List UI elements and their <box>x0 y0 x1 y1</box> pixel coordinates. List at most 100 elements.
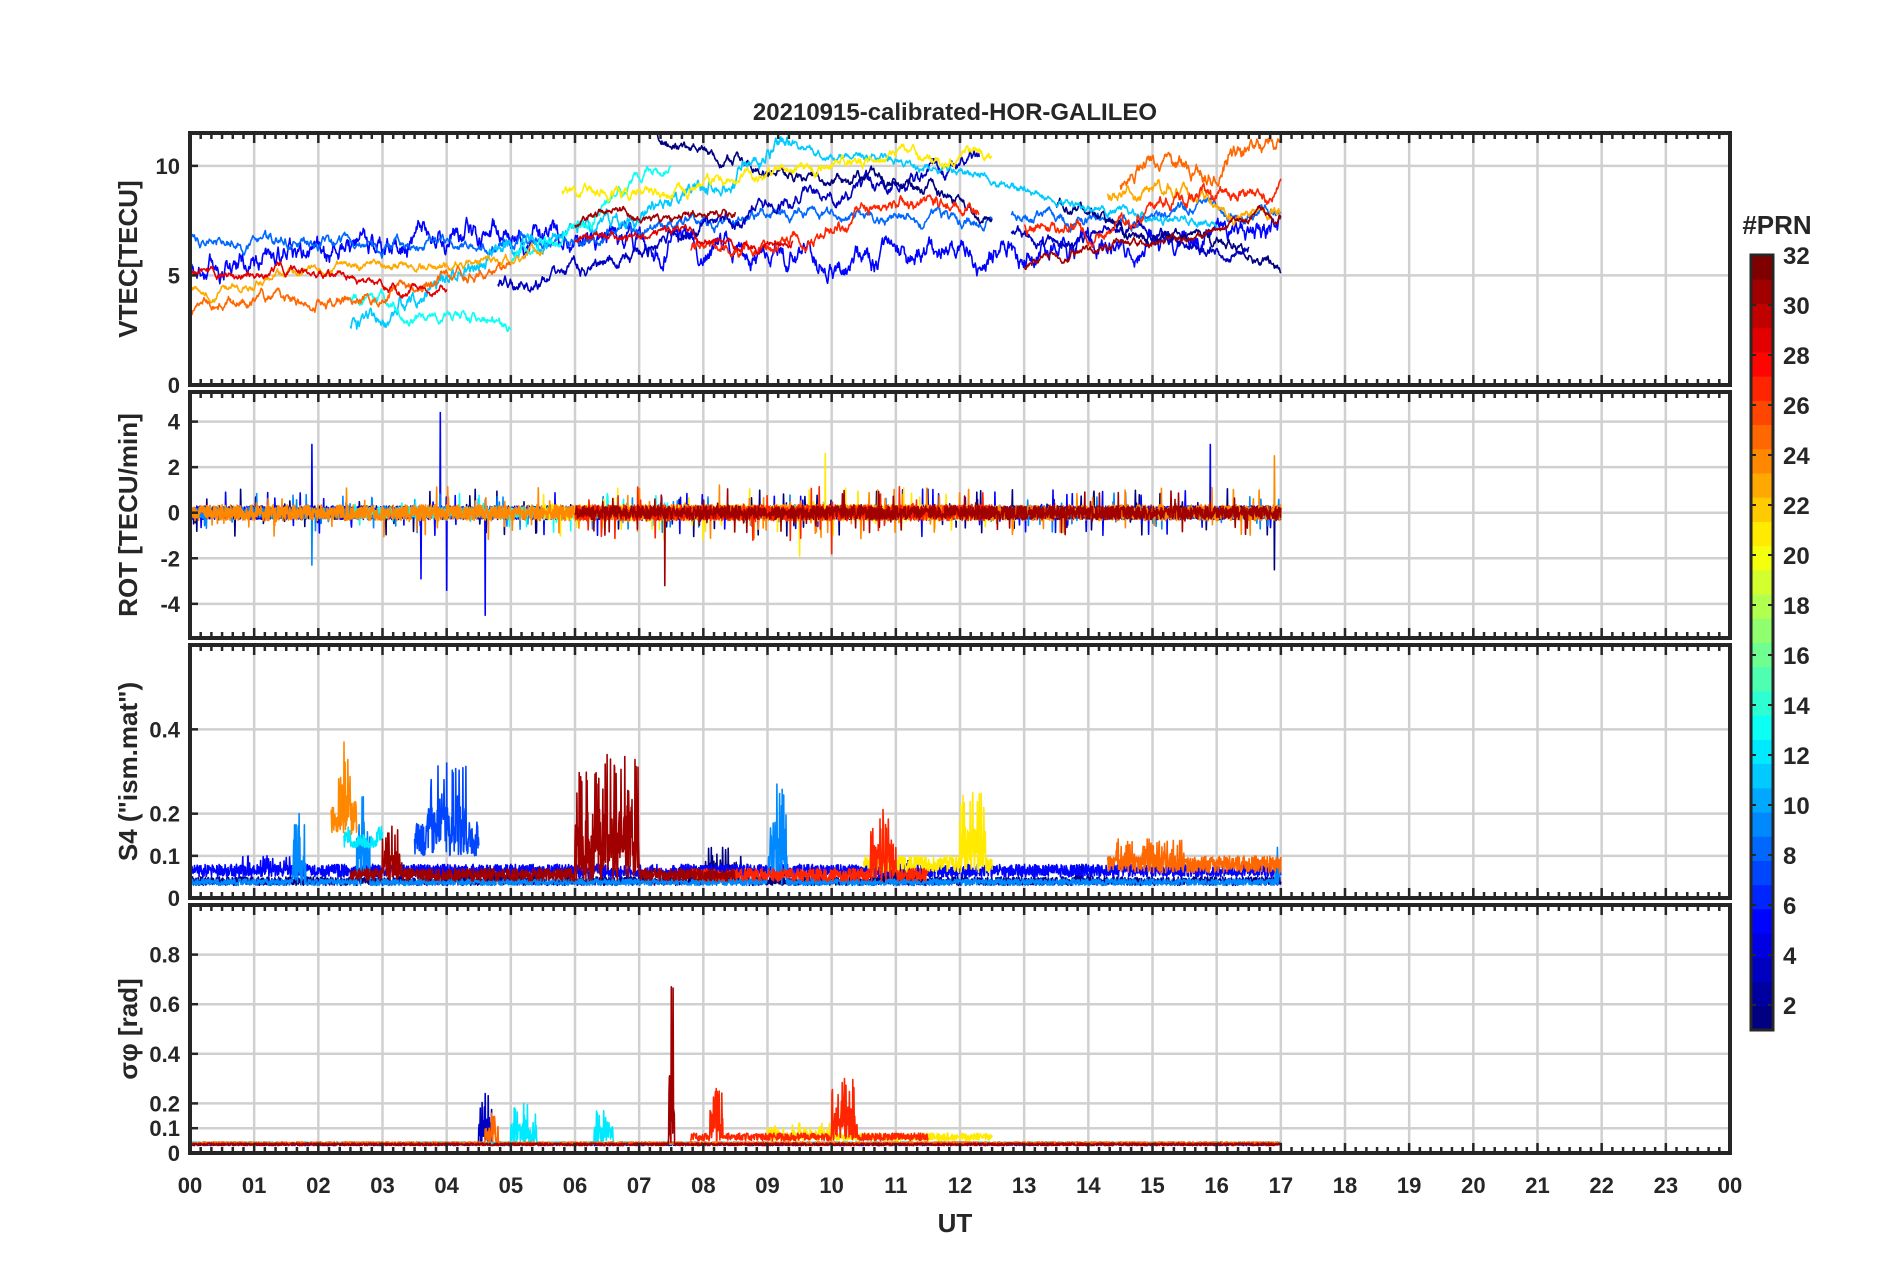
series-line-prn-12 <box>343 825 384 849</box>
colorbar-band <box>1751 812 1773 837</box>
y-tick-label: 2 <box>168 455 180 480</box>
y-tick-label: 0 <box>168 1141 180 1166</box>
colorbar-tick-label: 18 <box>1783 593 1810 620</box>
x-ticks <box>188 645 1732 898</box>
series-line-prn-31 <box>574 488 1282 587</box>
x-tick-label: 16 <box>1204 1173 1228 1198</box>
series-group <box>190 985 1282 1147</box>
x-tick-label: 10 <box>819 1173 843 1198</box>
y-tick-label: 0.4 <box>149 1042 180 1067</box>
colorbar-band <box>1751 400 1773 426</box>
grid <box>190 905 1730 1153</box>
colorbar-band <box>1751 594 1773 619</box>
y-tick-label: 0.1 <box>149 1116 180 1141</box>
x-tick-label: 07 <box>627 1173 651 1198</box>
x-ticks <box>188 392 1732 638</box>
series-line-prn-25 <box>1106 838 1282 874</box>
x-tick-label: 08 <box>691 1173 715 1198</box>
x-tick-label: 15 <box>1140 1173 1164 1198</box>
colorbar-band <box>1751 521 1773 547</box>
x-tick-label: 09 <box>755 1173 779 1198</box>
y-axis-label: VTEC[TECU] <box>113 180 143 337</box>
colorbar-band <box>1751 255 1773 280</box>
x-tick-label: 21 <box>1525 1173 1549 1198</box>
x-tick-label: 12 <box>948 1173 972 1198</box>
colorbar-tick-label: 12 <box>1783 743 1810 770</box>
series-line-prn-13 <box>510 165 672 264</box>
series-line-prn-25 <box>1119 134 1282 190</box>
series-line-prn-29 <box>574 223 794 255</box>
series-line-prn-8 <box>1010 197 1282 233</box>
colorbar-band <box>1751 303 1773 329</box>
colorbar-band <box>1751 690 1773 716</box>
colorbar-band <box>1751 618 1773 643</box>
y-tick-label: 0 <box>168 501 180 526</box>
x-tick-label: 19 <box>1397 1173 1421 1198</box>
x-tick-label: 00 <box>178 1173 202 1198</box>
y-tick-label: -2 <box>160 546 180 571</box>
x-ticks <box>188 905 1732 1153</box>
y-tick-label: 0.4 <box>149 717 180 742</box>
colorbar-band <box>1751 908 1773 934</box>
x-ticks <box>188 133 1732 385</box>
colorbar-band <box>1751 957 1773 983</box>
colorbar-tick-label: 24 <box>1783 443 1810 470</box>
colorbar-band <box>1751 933 1773 958</box>
colorbar-frame <box>1749 253 1775 1032</box>
y-axis-label: S4 ("ism.mat") <box>113 682 143 861</box>
y-tick-label: 10 <box>156 154 180 179</box>
x-tick-label: 22 <box>1589 1173 1613 1198</box>
y-tick-label: 0.2 <box>149 802 180 827</box>
x-tick-label: 06 <box>563 1173 587 1198</box>
chart-title: 20210915-calibrated-HOR-GALILEO <box>753 99 1157 126</box>
colorbar-band <box>1751 569 1773 595</box>
y-axis-label: ROT [TECU/min] <box>113 413 143 617</box>
y-tick-label: 0.8 <box>149 943 180 968</box>
series-line-prn-24 <box>330 741 358 836</box>
series-line-prn-1 <box>1055 197 1282 274</box>
y-tick-label: 5 <box>168 263 180 288</box>
x-tick-label: 02 <box>306 1173 330 1198</box>
series-line-prn-8 <box>190 205 993 259</box>
series-line-prn-21 <box>561 143 993 203</box>
series-line-prn-31 <box>349 753 737 882</box>
series-line-prn-3 <box>497 150 981 293</box>
colorbar-band <box>1751 376 1773 401</box>
series-line-prn-5 <box>190 854 1282 878</box>
x-tick-label: 23 <box>1654 1173 1678 1198</box>
colorbar-tick-label: 16 <box>1783 643 1810 670</box>
colorbar-band <box>1751 472 1773 498</box>
y-axis-label: σφ [rad] <box>113 978 143 1079</box>
colorbar-band <box>1751 884 1773 910</box>
x-tick-label: 18 <box>1333 1173 1357 1198</box>
x-tick-label: 14 <box>1076 1173 1101 1198</box>
y-tick-label: 0.6 <box>149 992 180 1017</box>
colorbar-tick-label: 26 <box>1783 393 1810 420</box>
x-tick-label: 20 <box>1461 1173 1485 1198</box>
x-tick-label: 04 <box>434 1173 459 1198</box>
panel-2: -4 -2 0 2 4 ROT [TECU/min] <box>113 390 1732 640</box>
y-tick-label: -4 <box>160 592 180 617</box>
colorbar-band <box>1751 860 1773 886</box>
colorbar-tick-label: 20 <box>1783 543 1810 570</box>
x-tick-label: 11 <box>884 1173 907 1198</box>
y-tick-label: 4 <box>168 410 181 435</box>
colorbar-tick-label: 30 <box>1783 293 1810 320</box>
series-line-prn-27 <box>689 1077 929 1142</box>
series-group <box>190 741 1282 887</box>
colorbar-band <box>1751 666 1773 692</box>
series-line-prn-25 <box>190 261 512 316</box>
colorbar-band <box>1751 787 1773 813</box>
colorbar-band <box>1751 424 1773 450</box>
panel-3: 0 0.1 0.2 0.4S4 ("ism.mat") <box>113 643 1732 911</box>
colorbar-band <box>1751 327 1773 353</box>
y-tick-label: 0 <box>168 886 180 911</box>
colorbar-band <box>1751 763 1773 789</box>
series-line-prn-23 <box>190 242 544 304</box>
panel-1: 0 5 10 VTEC[TECU] <box>113 131 1732 398</box>
series-line-prn-27 <box>690 194 980 258</box>
x-tick-label: 13 <box>1012 1173 1036 1198</box>
colorbar-tick-label: 8 <box>1783 843 1796 870</box>
y-tick-label: 0.1 <box>149 844 180 869</box>
